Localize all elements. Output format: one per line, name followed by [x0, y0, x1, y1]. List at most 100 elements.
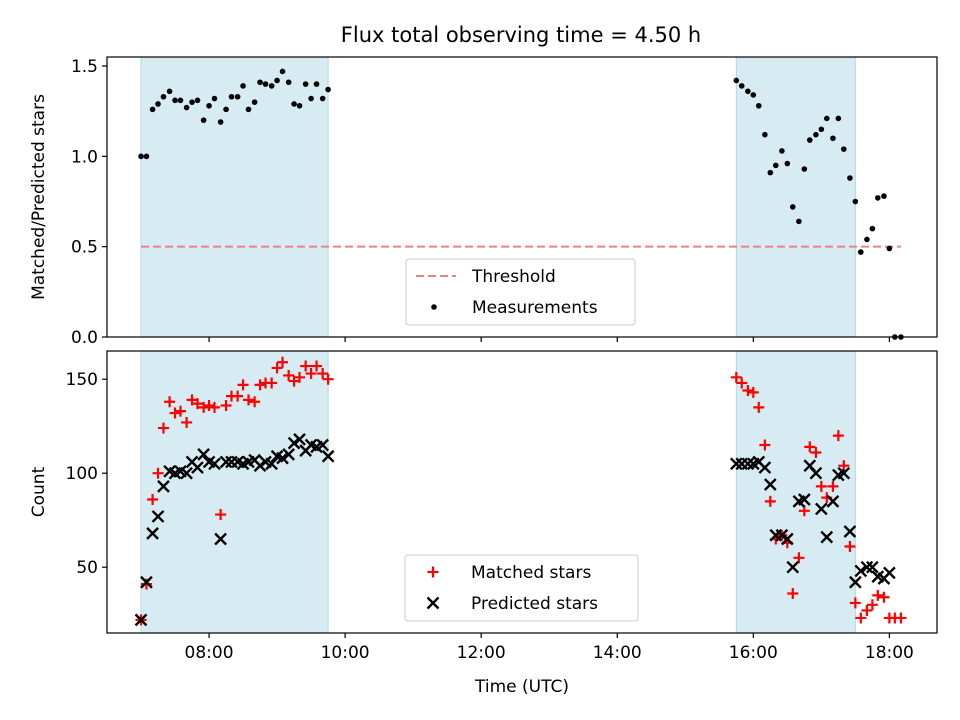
matched-stars-point-3: [152, 467, 164, 479]
measurements-point-24: [274, 77, 280, 84]
measurements-point-37: [750, 92, 757, 98]
shaded-span-1: [140, 56, 329, 338]
matched-stars-point-29: [300, 360, 312, 372]
matched-stars-point-57: [861, 604, 873, 616]
measurements-point-46: [801, 166, 808, 172]
shaded-span-2: [735, 56, 856, 338]
bottom-panel-counts: 50 100 150 08:00 10:00 12:00 14:00 16:00 18:00 Co…: [29, 350, 938, 697]
matched-stars-point-37: [747, 386, 759, 398]
predicted-stars-point-61: [883, 566, 896, 580]
x-tick-label: 08:00: [185, 643, 234, 663]
legend-box: [404, 554, 639, 622]
matched-stars-point-30: [305, 368, 317, 380]
matched-stars-point-2: [147, 494, 159, 506]
matched-stars-point-39: [759, 439, 771, 451]
y-tick-label: 0.5: [71, 238, 98, 258]
predicted-stars-point-11: [197, 448, 210, 461]
measurements-point-61: [886, 245, 893, 252]
predicted-stars-point-1: [140, 575, 153, 589]
matched-stars-point-46: [798, 505, 810, 517]
matched-stars-point-31: [311, 360, 323, 372]
predicted-stars-point-3: [151, 510, 165, 523]
measurements-point-55: [852, 198, 859, 205]
x-tick-label: 14:00: [593, 643, 642, 663]
measurements-point-4: [160, 93, 167, 100]
y-axis-label: Count: [29, 466, 49, 517]
axes-frame: [106, 350, 938, 634]
matched-stars-point-11: [198, 401, 210, 413]
matched-stars-point-44: [787, 588, 799, 600]
y-tick-label: 0.0: [71, 328, 98, 348]
measurements-point-36: [745, 88, 751, 95]
x-tick-label: 16:00: [729, 643, 778, 663]
matched-stars-point-21: [254, 379, 266, 391]
predicted-stars-point-56: [854, 564, 868, 578]
measurements-point-12: [206, 102, 212, 109]
matched-stars-point-49: [815, 480, 827, 492]
predicted-stars-point-36: [741, 457, 755, 471]
measurements-point-53: [840, 146, 847, 152]
matched-stars-point-47: [804, 441, 816, 453]
measurements-point-17: [234, 93, 241, 100]
matched-stars-point-24: [271, 362, 283, 374]
matched-stars-point-38: [753, 401, 765, 413]
measurements-point-29: [302, 81, 309, 87]
matched-stars-point-4: [157, 422, 169, 434]
predicted-stars-point-0: [134, 613, 148, 627]
matched-stars-point-26: [283, 369, 295, 381]
measurements-point-50: [823, 115, 830, 122]
chart-title: Flux total observing time = 4.50 h: [341, 23, 701, 47]
measurements-point-38: [755, 102, 762, 109]
matched-stars-point-8: [181, 416, 193, 428]
matched-stars-point-55: [849, 597, 861, 609]
legend-measurements-swatch: [431, 304, 437, 310]
matched-stars-point-52: [832, 430, 844, 442]
predicted-stars-point-32: [316, 438, 330, 452]
x-tick-label: 18:00: [865, 643, 914, 663]
measurements-point-43: [784, 160, 791, 167]
measurements-point-6: [172, 97, 178, 104]
measurements-point-39: [762, 131, 768, 138]
matched-stars-point-10: [191, 398, 203, 410]
matched-stars-point-6: [169, 407, 181, 419]
predicted-stars-point-4: [157, 480, 170, 493]
matched-stars-point-15: [220, 400, 232, 412]
predicted-stars-point-40: [763, 478, 777, 491]
predicted-stars-point-54: [843, 525, 857, 538]
axes-frame: [106, 56, 938, 338]
matched-stars-point-63: [895, 612, 907, 624]
predicted-stars-point-34: [729, 457, 743, 471]
measurements-point-1: [143, 153, 150, 160]
x-axis-label: Time (UTC): [474, 677, 569, 697]
matched-stars-point-28: [294, 371, 306, 383]
legend: Threshold Measurements: [405, 258, 636, 326]
measurements-point-14: [217, 119, 224, 125]
measurements-point-51: [830, 135, 836, 142]
measurements-point-40: [767, 169, 774, 176]
predicted-stars-point-25: [276, 451, 289, 465]
x-tick-label: 10:00: [321, 643, 370, 663]
measurements-point-27: [291, 101, 297, 107]
measurements-point-31: [313, 81, 320, 87]
measurements-point-16: [228, 93, 235, 100]
measurements-point-11: [200, 117, 207, 124]
predicted-stars-point-15: [219, 455, 233, 469]
matched-stars-point-34: [730, 371, 742, 383]
measurements-point-42: [779, 148, 785, 154]
predicted-stars-point-23: [265, 457, 278, 471]
top-panel-ratio: 0.0 0.5 1.0 1.5 Matched/Predicted stars Thres…: [29, 56, 938, 348]
matched-stars-point-60: [878, 591, 890, 603]
y-tick-label: 50: [76, 558, 98, 578]
measurements-point-9: [189, 99, 195, 105]
matched-stars-point-17: [232, 390, 244, 402]
predicted-stars-point-14: [214, 532, 227, 546]
matched-stars-point-53: [838, 460, 850, 472]
predicted-stars-point-39: [758, 461, 772, 474]
measurements-point-49: [818, 126, 825, 133]
matched-stars-point-23: [266, 377, 278, 389]
matched-stars-point-19: [243, 394, 255, 406]
predicted-stars-point-49: [814, 502, 828, 516]
matched-stars-point-54: [844, 541, 856, 553]
measurements-point-5: [166, 88, 173, 95]
